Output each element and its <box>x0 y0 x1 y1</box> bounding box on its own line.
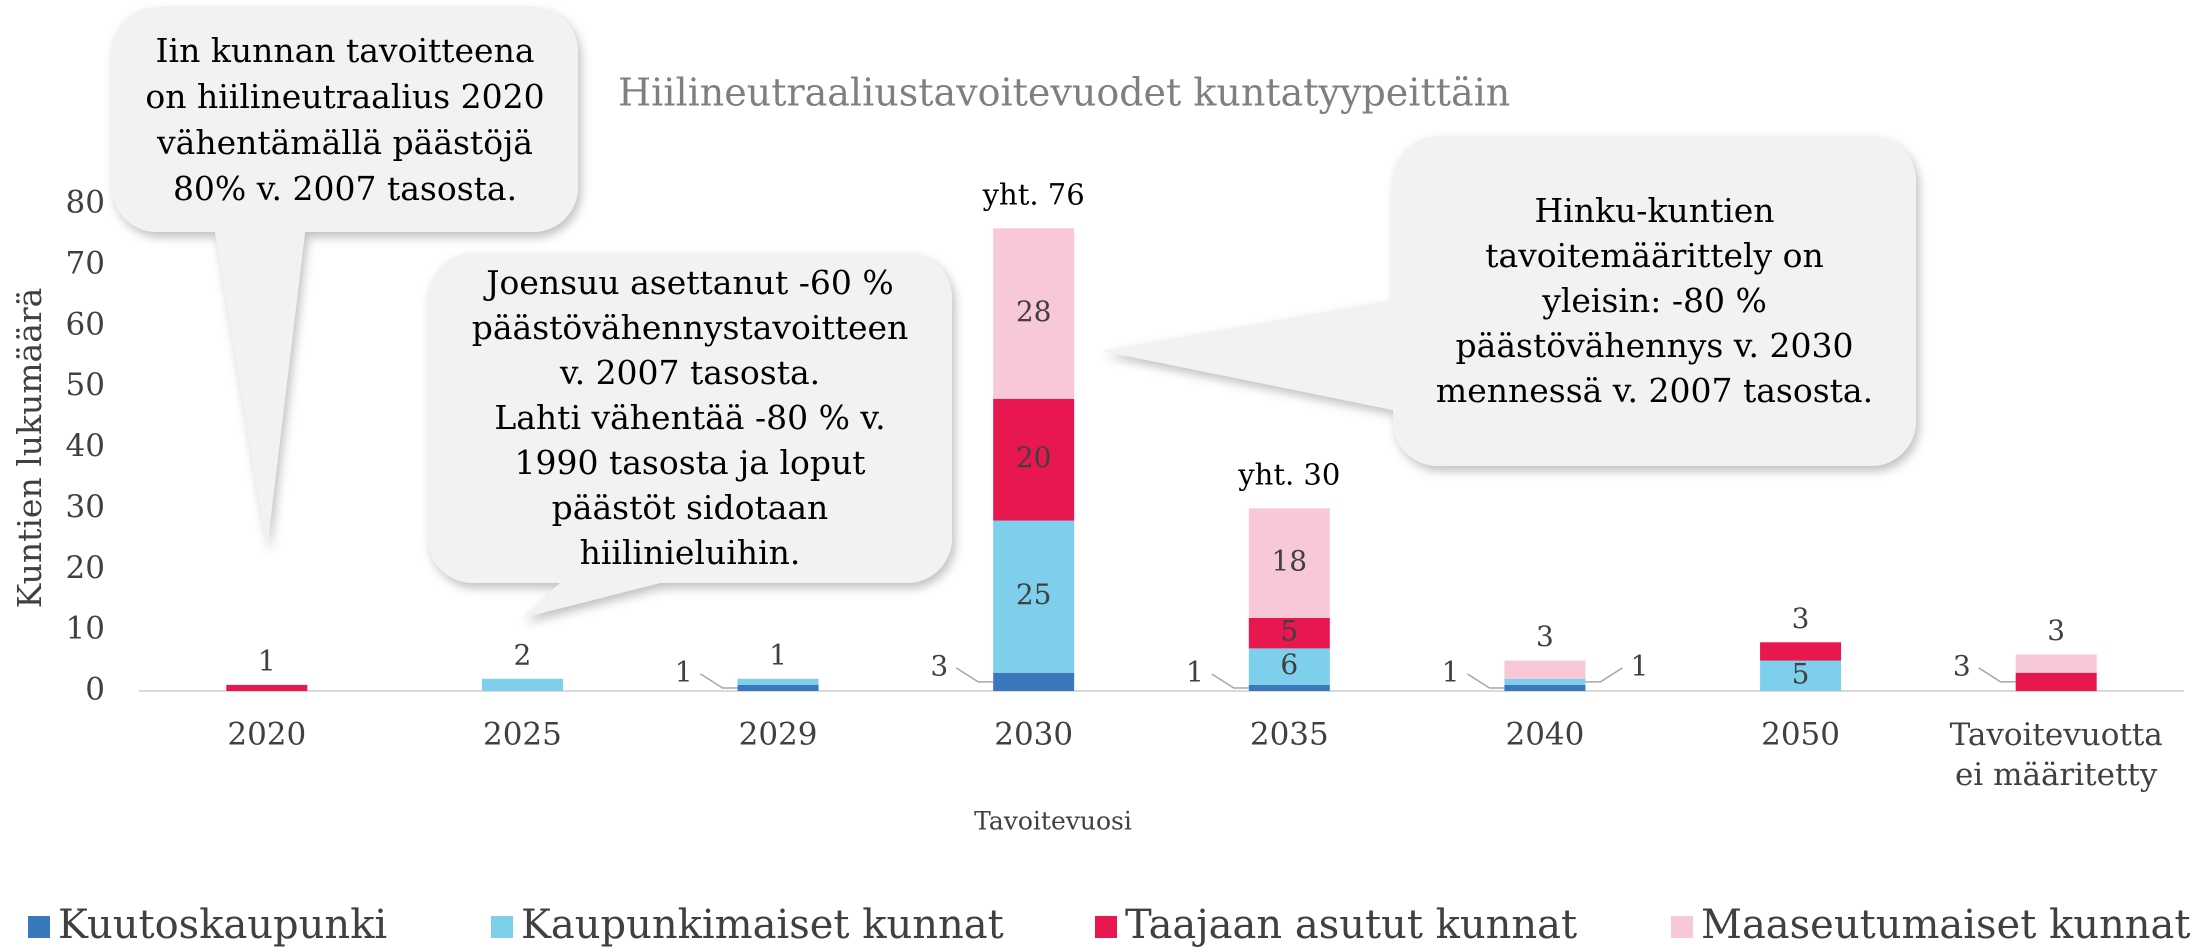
data-label: 3 <box>1953 649 1971 682</box>
data-label: 1 <box>1442 655 1460 688</box>
bar-segment <box>993 520 1075 673</box>
data-label: 3 <box>930 649 948 682</box>
x-tick-label: Tavoitevuotta ei määritetty <box>1950 717 2163 793</box>
bar-segment <box>1504 660 1586 679</box>
x-tick-label: 2035 <box>1250 717 1329 753</box>
chart-title: Hiilineutraaliustavoitevuodet kuntatyype… <box>618 71 1510 115</box>
data-label: 25 <box>1016 578 1052 611</box>
bar-segment <box>1248 648 1330 685</box>
data-label: 1 <box>769 638 787 671</box>
bar-segment <box>993 398 1075 521</box>
data-label: 18 <box>1271 545 1307 578</box>
legend-swatch <box>1671 916 1693 938</box>
x-tick-label: 2040 <box>1505 717 1584 753</box>
callout-text: Hinku-kuntien <box>1534 191 1774 230</box>
callout-text: 80% v. 2007 tasosta. <box>173 169 517 208</box>
callout-text: on hiilineutraalius 2020 <box>145 77 544 116</box>
callout-text: päästövähennys v. 2030 <box>1456 326 1854 365</box>
data-label: 28 <box>1016 295 1052 328</box>
callout-text: Lahti vähentää -80 % v. <box>494 398 885 437</box>
x-tick-line: Tavoitevuotta <box>1950 717 2163 753</box>
data-label: 6 <box>1280 648 1298 681</box>
bar-segment <box>1504 678 1586 685</box>
bar-segment <box>481 678 563 691</box>
leader-line <box>1978 667 2016 683</box>
data-label: 5 <box>1792 657 1810 690</box>
callout-text: hiilinieluihin. <box>580 533 801 572</box>
data-label: 5 <box>1280 615 1298 648</box>
callout-pointer <box>215 232 305 548</box>
x-tick-label: 2030 <box>994 717 1073 753</box>
data-label: 3 <box>2047 614 2065 647</box>
bar-segment <box>1248 617 1330 649</box>
y-tick-label: 80 <box>66 185 105 221</box>
bar-segment <box>226 684 308 691</box>
y-tick-label: 20 <box>66 550 105 586</box>
callout-pointer <box>522 583 660 618</box>
y-tick-label: 0 <box>85 672 105 708</box>
callout-text: tavoitemäärittely on <box>1485 236 1824 275</box>
y-tick-label: 70 <box>66 245 105 281</box>
callout-text: Joensuu asettanut -60 % <box>483 263 893 302</box>
data-label: 1 <box>258 644 276 677</box>
data-label: 20 <box>1016 441 1052 474</box>
leader-line <box>955 667 994 683</box>
callout-text: päästövähennystavoitteen <box>472 308 909 347</box>
data-label: 1 <box>675 655 693 688</box>
legend-label: Taajaan asutut kunnat <box>1125 902 1577 948</box>
x-tick-line: ei määritetty <box>1955 757 2158 793</box>
data-label: 3 <box>1536 620 1554 653</box>
callout-text: mennessä v. 2007 tasosta. <box>1436 371 1873 410</box>
data-label: 3 <box>1792 602 1810 635</box>
legend-swatch <box>491 916 513 938</box>
bar-segment <box>1248 508 1330 618</box>
bar-segment <box>737 678 819 685</box>
data-label: 1 <box>1630 649 1648 682</box>
callout-mask <box>114 9 576 230</box>
x-axis-label: Tavoitevuosi <box>974 807 1132 836</box>
bar-segment <box>2015 672 2097 691</box>
x-tick-label: 2025 <box>483 717 562 753</box>
leader-line <box>1585 667 1623 683</box>
y-tick-label: 10 <box>66 611 105 647</box>
bar-segment <box>1760 660 1842 691</box>
x-tick-label: 2020 <box>227 717 306 753</box>
data-label: 2 <box>514 638 532 671</box>
x-tick-label: 2029 <box>739 717 818 753</box>
callout-text: yleisin: -80 % <box>1541 281 1767 320</box>
callout-mask <box>430 255 950 581</box>
y-tick-label: 50 <box>66 367 105 403</box>
total-label: yht. 76 <box>982 177 1085 211</box>
legend-swatch <box>28 916 50 938</box>
legend-label: Kuutoskaupunki <box>58 902 387 948</box>
bar-segment <box>1760 642 1842 661</box>
callout-pointer <box>1102 300 1393 410</box>
callout-mask <box>1395 138 1914 464</box>
bar-segment <box>1248 684 1330 691</box>
leader-line <box>700 673 738 689</box>
bar-segment <box>993 228 1075 399</box>
legend-label: Maaseutumaiset kunnat <box>1701 902 2190 948</box>
x-tick-label: 2050 <box>1761 717 1840 753</box>
bar-segment <box>737 684 819 691</box>
bar-segment <box>2015 654 2097 673</box>
callout-text: Iin kunnan tavoitteena <box>155 31 534 70</box>
data-label: 1 <box>1186 655 1204 688</box>
leader-line <box>1467 673 1505 689</box>
bar-segment <box>1504 684 1586 691</box>
callout-text: 1990 tasosta ja loput <box>514 443 865 482</box>
y-axis-label: Kuntien lukumäärä <box>10 288 49 609</box>
leader-line <box>1211 673 1249 689</box>
callout-text: v. 2007 tasosta. <box>559 353 820 392</box>
callout-text: päästöt sidotaan <box>552 488 829 527</box>
bar-segment <box>993 672 1075 691</box>
callout-text: vähentämällä päästöjä <box>156 123 533 162</box>
legend-label: Kaupunkimaiset kunnat <box>521 902 1004 948</box>
legend-swatch <box>1095 916 1117 938</box>
y-tick-label: 60 <box>66 306 105 342</box>
y-tick-label: 30 <box>66 489 105 525</box>
y-tick-label: 40 <box>66 428 105 464</box>
total-label: yht. 30 <box>1237 457 1340 491</box>
